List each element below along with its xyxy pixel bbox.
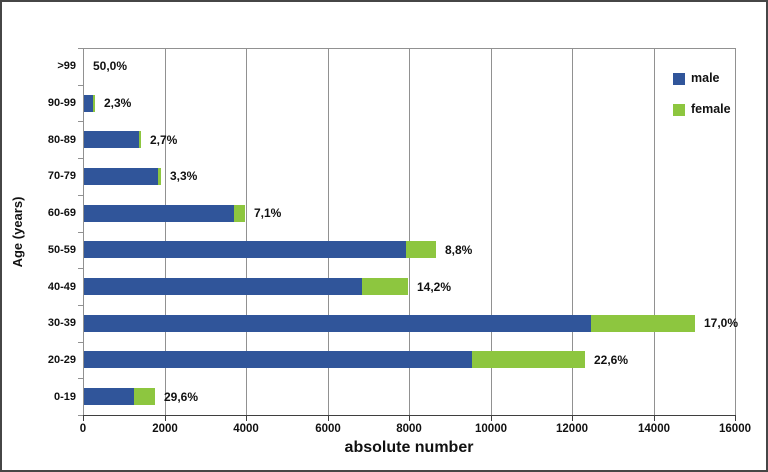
x-axis-line: [83, 415, 736, 416]
category-label: 30-39: [47, 317, 76, 329]
y-axis-line: [83, 48, 84, 415]
bar-row: [84, 131, 141, 148]
y-tick-mark: [78, 305, 83, 306]
y-tick-mark: [78, 85, 83, 86]
y-tick-mark: [78, 415, 83, 416]
x-tick-mark: [735, 416, 736, 421]
male-bar-segment: [84, 168, 159, 185]
female-bar-segment: [233, 205, 245, 222]
bar-value-label: 50,0%: [93, 59, 128, 73]
gridline: [491, 49, 492, 415]
x-tick-label: 14000: [638, 423, 670, 435]
female-bar-segment: [405, 241, 437, 258]
bar-value-label: 7,1%: [254, 206, 282, 220]
female-bar-segment: [591, 315, 696, 332]
category-label: 20-29: [47, 354, 76, 366]
bar-row: [84, 388, 156, 405]
x-tick-label: 8000: [396, 423, 422, 435]
gridline: [572, 49, 573, 415]
gridline: [165, 49, 166, 415]
bar-value-label: 2,7%: [150, 133, 178, 147]
x-tick-mark: [246, 416, 247, 421]
male-bar-segment: [84, 351, 472, 368]
category-label: 80-89: [47, 134, 76, 146]
y-tick-mark: [78, 121, 83, 122]
y-tick-mark: [78, 378, 83, 379]
female-bar-segment: [361, 278, 408, 295]
male-bar-segment: [84, 205, 234, 222]
bar-row: [84, 205, 245, 222]
plot-border-top: [83, 48, 735, 49]
x-tick-label: 2000: [152, 423, 178, 435]
gridline: [654, 49, 655, 415]
male-bar-segment: [84, 315, 592, 332]
x-tick-mark: [328, 416, 329, 421]
female-legend-swatch-icon: [673, 103, 685, 116]
y-tick-mark: [78, 268, 83, 269]
category-label: 70-79: [47, 170, 76, 182]
bar-value-label: 2,3%: [104, 96, 132, 110]
bar-value-label: 3,3%: [170, 169, 198, 183]
male-bar-segment: [84, 278, 362, 295]
male-bar-segment: [84, 388, 135, 405]
category-label: 60-69: [47, 207, 76, 219]
bar-value-label: 17,0%: [704, 316, 739, 330]
x-axis-title: absolute number: [344, 439, 474, 456]
male-legend-swatch-icon: [673, 72, 685, 85]
y-tick-mark: [78, 48, 83, 49]
bar-value-label: 14,2%: [417, 280, 452, 294]
gridline: [328, 49, 329, 415]
x-tick-label: 12000: [556, 423, 588, 435]
legend: male female: [673, 72, 731, 134]
y-axis-title: Age (years): [10, 196, 25, 268]
x-tick-label: 16000: [719, 423, 751, 435]
x-tick-mark: [83, 416, 84, 421]
plot-border-right: [735, 48, 736, 415]
x-tick-mark: [654, 416, 655, 421]
bar-row: [84, 95, 95, 112]
legend-label-male: male: [691, 71, 720, 85]
y-tick-mark: [78, 158, 83, 159]
x-tick-label: 10000: [475, 423, 507, 435]
y-tick-mark: [78, 232, 83, 233]
x-tick-mark: [409, 416, 410, 421]
male-bar-segment: [84, 95, 93, 112]
female-bar-segment: [92, 95, 95, 112]
bar-value-label: 22,6%: [594, 353, 629, 367]
category-label: 50-59: [47, 244, 76, 256]
category-label: 40-49: [47, 281, 76, 293]
bar-row: [84, 315, 696, 332]
bar-row: [84, 278, 408, 295]
male-bar-segment: [84, 241, 406, 258]
y-tick-mark: [78, 195, 83, 196]
category-label: 90-99: [47, 97, 76, 109]
x-tick-mark: [491, 416, 492, 421]
y-tick-mark: [78, 342, 83, 343]
category-label: 0-19: [53, 391, 76, 403]
bar-row: [84, 168, 161, 185]
legend-item-male: male: [673, 72, 731, 85]
bar-row: [84, 241, 437, 258]
female-bar-segment: [158, 168, 161, 185]
female-bar-segment: [134, 388, 156, 405]
x-tick-label: 0: [79, 423, 87, 435]
legend-label-female: female: [691, 102, 731, 116]
gridline: [246, 49, 247, 415]
category-label: >99: [57, 60, 76, 72]
bar-row: [84, 351, 586, 368]
female-bar-segment: [138, 131, 141, 148]
female-bar-segment: [471, 351, 586, 368]
legend-item-female: female: [673, 103, 731, 116]
x-tick-mark: [165, 416, 166, 421]
gridline: [409, 49, 410, 415]
male-bar-segment: [84, 131, 139, 148]
x-tick-label: 4000: [233, 423, 259, 435]
bar-value-label: 8,8%: [445, 243, 473, 257]
x-tick-label: 6000: [315, 423, 341, 435]
bar-value-label: 29,6%: [164, 390, 199, 404]
x-tick-mark: [572, 416, 573, 421]
